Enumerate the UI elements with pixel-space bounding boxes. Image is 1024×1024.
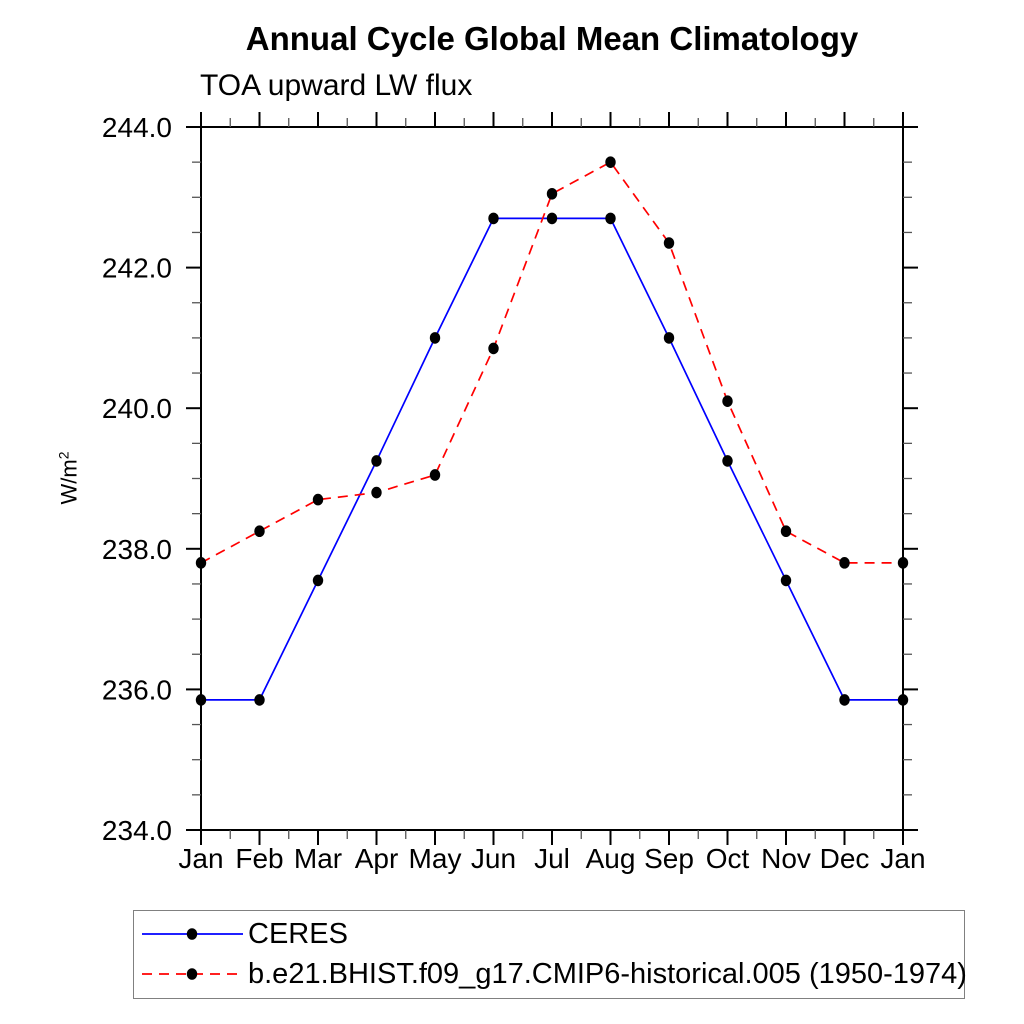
legend-row-model: b.e21.BHIST.f09_g17.CMIP6-historical.005… xyxy=(134,954,967,994)
series-line-0 xyxy=(201,217,903,701)
x-tick-labels: Jan Feb Mar Apr May Jun Jul Aug Sep Oct Nov Dec Jan xyxy=(178,843,925,874)
legend-sample-line-ceres xyxy=(142,928,243,940)
legend-box: CERES b.e21.BHIST.f09_g17.CMIP6-historic… xyxy=(133,910,967,999)
svg-text:Jan: Jan xyxy=(178,843,223,874)
svg-text:Nov: Nov xyxy=(761,843,811,874)
svg-text:242.0: 242.0 xyxy=(102,253,172,284)
svg-text:Mar: Mar xyxy=(294,843,342,874)
svg-text:Dec: Dec xyxy=(820,843,870,874)
legend-label-model: b.e21.BHIST.f09_g17.CMIP6-historical.005… xyxy=(248,957,967,990)
svg-text:238.0: 238.0 xyxy=(102,534,172,565)
svg-text:Apr: Apr xyxy=(355,843,399,874)
svg-text:Aug: Aug xyxy=(586,843,636,874)
chart-subtitle: TOA upward LW flux xyxy=(200,69,473,102)
svg-text:Jan: Jan xyxy=(880,843,925,874)
svg-text:Jun: Jun xyxy=(471,843,516,874)
legend-sample-line-model xyxy=(142,968,243,980)
legend-label-ceres: CERES xyxy=(248,917,348,950)
svg-text:Jul: Jul xyxy=(534,843,570,874)
svg-text:Sep: Sep xyxy=(644,843,694,874)
svg-text:240.0: 240.0 xyxy=(102,393,172,424)
svg-text:Feb: Feb xyxy=(235,843,283,874)
svg-text:244.0: 244.0 xyxy=(102,112,172,143)
chart-title: Annual Cycle Global Mean Climatology xyxy=(245,20,859,57)
series-markers-1 xyxy=(195,156,909,569)
series-markers-0 xyxy=(195,212,909,706)
y-tick-labels: 234.0 236.0 238.0 240.0 242.0 244.0 xyxy=(102,112,172,846)
svg-text:Oct: Oct xyxy=(706,843,750,874)
svg-text:236.0: 236.0 xyxy=(102,674,172,705)
svg-text:234.0: 234.0 xyxy=(102,815,172,846)
legend-row-ceres: CERES xyxy=(134,914,348,954)
axis-ticks xyxy=(186,112,918,845)
svg-text:May: May xyxy=(409,843,462,874)
